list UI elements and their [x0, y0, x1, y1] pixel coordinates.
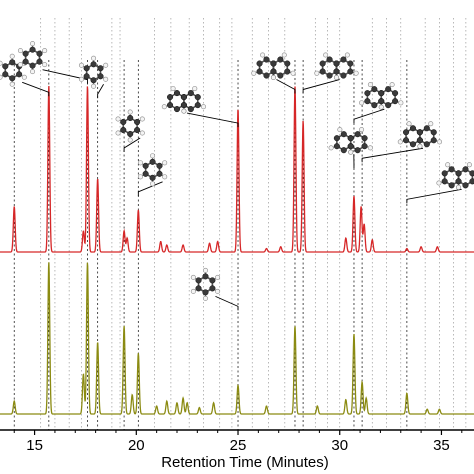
methylbenzene-molecule-icon [0, 53, 27, 87]
x-tick-label: 30 [331, 437, 348, 454]
series-layer [0, 86, 474, 415]
leader-line [302, 79, 340, 94]
naphthalene-molecule-icon [161, 86, 207, 114]
leader-line [186, 112, 239, 128]
leader-line [276, 79, 296, 94]
dimethylbenzene-molecule-icon [78, 55, 109, 89]
x-tick-label: 20 [128, 437, 145, 454]
x-tick-layer: 15 20 25 30 35 [13, 430, 463, 454]
series-line-1 [0, 86, 474, 253]
naphthalene-molecule-icon [251, 52, 296, 81]
x-tick-label: 35 [433, 437, 450, 454]
trimethylnaphthalene-molecule-icon [436, 162, 474, 190]
x-axis-title: Retention Time (Minutes) [161, 454, 329, 471]
methylnaphthalene-molecule-icon [359, 82, 404, 110]
leader-line [361, 147, 424, 163]
methylnaphthalene-molecule-icon [314, 52, 359, 81]
methylbenzene-molecule-icon [190, 267, 221, 301]
dimethylbenzene-molecule-icon [17, 41, 48, 75]
leader-line [406, 188, 462, 204]
peak-marker-layer [13, 60, 408, 430]
leader-line [97, 84, 104, 99]
leader-line [353, 108, 385, 124]
x-tick-label: 25 [230, 437, 247, 454]
series-line-2 [0, 262, 474, 415]
dimethylnaphthalene-molecule-icon [328, 127, 373, 155]
dimethylnaphthalene-molecule-icon [397, 121, 443, 149]
molecule-layer [0, 41, 474, 301]
trimethylbenzene-molecule-icon [137, 153, 168, 187]
x-tick-label: 15 [26, 437, 43, 454]
leader-line [42, 69, 88, 84]
leader-line [22, 81, 50, 97]
trimethylbenzene-molecule-icon [115, 109, 145, 143]
leader-line [215, 295, 239, 311]
leader-line [123, 137, 141, 152]
